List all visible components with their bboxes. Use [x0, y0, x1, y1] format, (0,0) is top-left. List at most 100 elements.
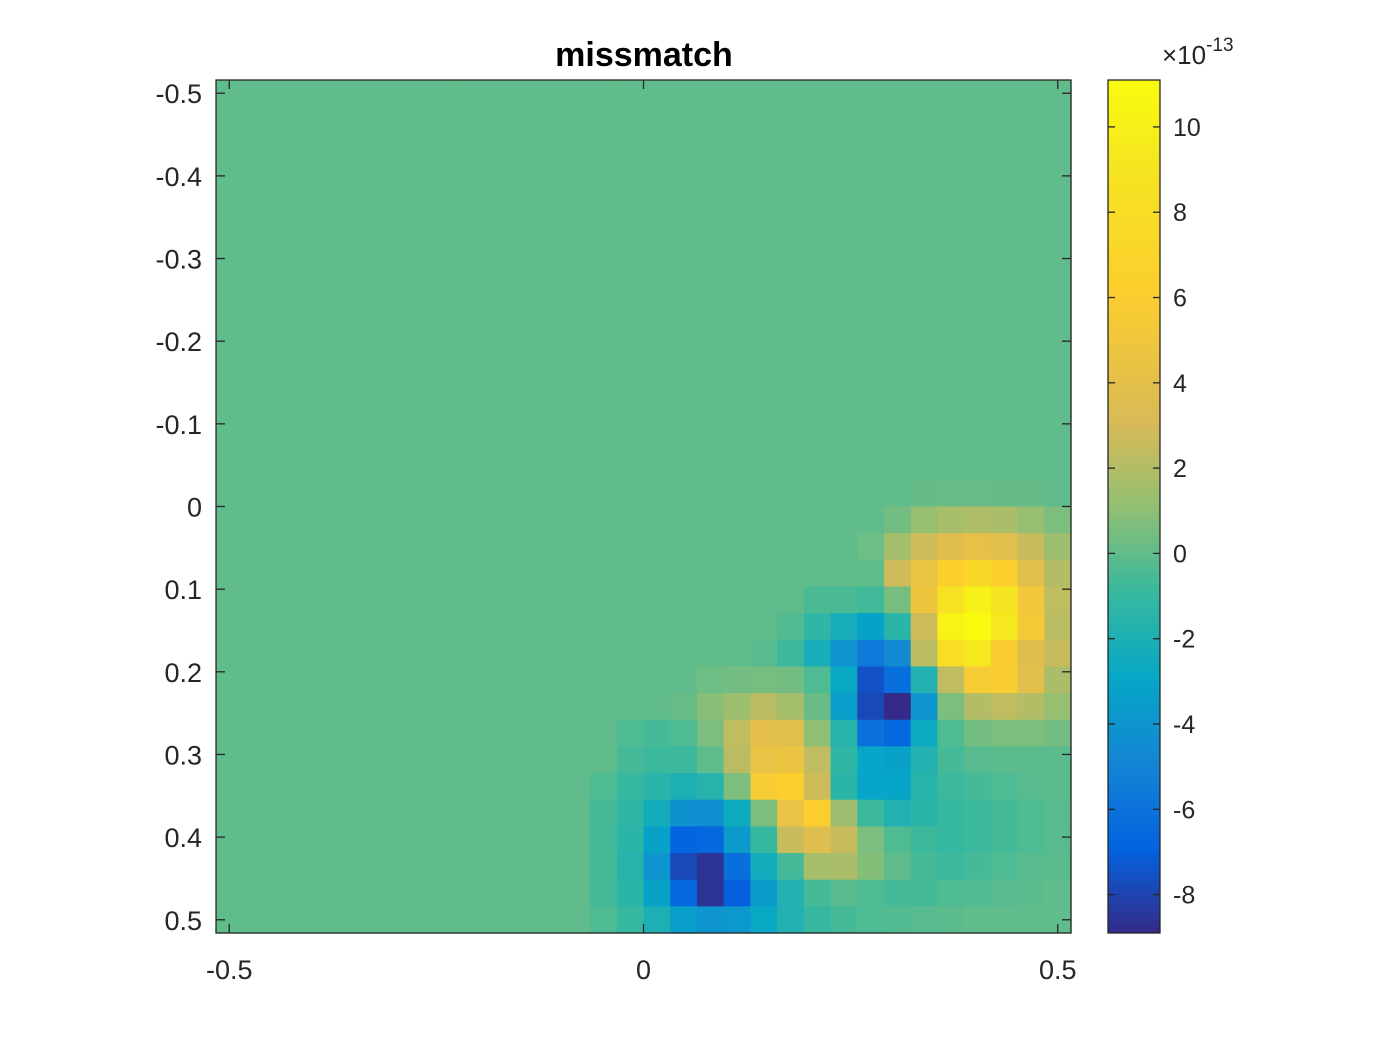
heatmap-cell: [216, 293, 244, 321]
heatmap-cell: [830, 826, 858, 854]
colorbar-segment: [1108, 316, 1160, 321]
heatmap-cell: [670, 159, 698, 188]
heatmap-cell: [670, 453, 698, 481]
heatmap-cell: [322, 666, 351, 694]
heatmap-cell: [777, 133, 805, 161]
heatmap-cell: [883, 693, 912, 721]
heatmap-cell: [883, 826, 912, 854]
heatmap-cell: [509, 639, 538, 668]
heatmap-cell: [483, 373, 511, 401]
heatmap-cell: [643, 186, 671, 214]
colorbar-segment: [1108, 153, 1160, 158]
heatmap-cell: [883, 213, 912, 241]
colorbar-segment: [1108, 273, 1160, 278]
heatmap-cell: [349, 159, 377, 188]
heatmap-cell: [750, 693, 778, 721]
heatmap-cell: [670, 479, 698, 508]
heatmap-cell: [937, 533, 965, 561]
heatmap-cell: [1017, 239, 1045, 268]
colorbar-segment: [1108, 376, 1160, 381]
heatmap-cell: [563, 453, 591, 481]
heatmap-cell: [349, 693, 377, 721]
heatmap-cell: [643, 426, 671, 454]
colorbar-segment: [1108, 613, 1160, 617]
heatmap-cell: [242, 693, 271, 721]
heatmap-cell: [777, 319, 805, 348]
heatmap-cell: [242, 133, 271, 161]
heatmap-cell: [750, 399, 778, 428]
colorbar-segment: [1108, 339, 1160, 344]
heatmap-cell: [803, 906, 832, 934]
heatmap-cell: [429, 559, 458, 588]
heatmap-cell: [242, 453, 271, 481]
heatmap-cell: [242, 826, 271, 854]
heatmap-cell: [803, 879, 832, 907]
heatmap-cell: [322, 533, 351, 561]
heatmap-cell: [563, 80, 591, 108]
heatmap-cell: [429, 373, 458, 401]
heatmap-cell: [403, 639, 431, 668]
heatmap-cell: [269, 133, 297, 161]
heatmap-cell: [590, 426, 618, 454]
colorbar-segment: [1108, 196, 1160, 201]
x-axis: -0.5 0 0.5: [206, 80, 1077, 985]
heatmap-cell: [910, 399, 939, 428]
heatmap-cell: [883, 239, 912, 268]
heatmap-cell: [803, 479, 832, 508]
heatmap-cell: [857, 666, 885, 694]
heatmap-cell: [937, 746, 965, 774]
heatmap-cell: [696, 346, 725, 374]
heatmap-cell: [643, 826, 671, 854]
heatmap-cell: [536, 559, 564, 588]
heatmap-cell: [857, 773, 885, 801]
heatmap-cell: [777, 106, 805, 134]
heatmap-cell: [857, 506, 885, 534]
heatmap-cell: [216, 693, 244, 721]
heatmap-cell: [857, 853, 885, 881]
heatmap-cell: [429, 639, 458, 668]
heatmap-cell: [563, 853, 591, 881]
heatmap-cell: [536, 853, 564, 881]
colorbar-segment: [1108, 689, 1160, 694]
heatmap-cell: [1017, 853, 1045, 881]
heatmap-cell: [296, 80, 324, 108]
colorbar-segment: [1108, 549, 1160, 554]
heatmap-cell: [857, 586, 885, 614]
heatmap-cell: [483, 559, 511, 588]
heatmap-cell: [376, 613, 404, 641]
heatmap-cell: [696, 559, 725, 588]
heatmap-cell: [830, 666, 858, 694]
heatmap-cell: [483, 506, 511, 534]
heatmap-cell: [643, 559, 671, 588]
heatmap-cell: [616, 133, 645, 161]
colorbar-segment: [1108, 86, 1160, 91]
colorbar-segment: [1108, 806, 1160, 811]
heatmap-cell: [964, 693, 992, 721]
colorbar-segment: [1108, 826, 1160, 831]
heatmap-cell: [830, 533, 858, 561]
heatmap-cell: [269, 266, 297, 294]
heatmap-cell: [269, 639, 297, 668]
colorbar-segment: [1108, 203, 1160, 208]
heatmap-cell: [696, 266, 725, 294]
heatmap-cell: [670, 693, 698, 721]
colorbar-segment: [1108, 386, 1160, 391]
colorbar-segment: [1108, 709, 1160, 714]
colorbar-segment: [1108, 343, 1160, 348]
colorbar-segment: [1108, 326, 1160, 331]
colorbar-segment: [1108, 729, 1160, 734]
heatmap-cell: [242, 773, 271, 801]
heatmap-cell: [429, 613, 458, 641]
heatmap-cell: [616, 293, 645, 321]
colorbar-segment: [1108, 556, 1160, 561]
heatmap-cell: [723, 773, 751, 801]
heatmap-cell: [964, 773, 992, 801]
heatmap-cell: [670, 319, 698, 348]
heatmap-cell: [990, 906, 1019, 934]
heatmap-cell: [643, 746, 671, 774]
heatmap-cell: [403, 319, 431, 348]
heatmap-cell: [883, 373, 912, 401]
heatmap-cell: [723, 879, 751, 907]
heatmap-cell: [643, 773, 671, 801]
heatmap-cell: [590, 853, 618, 881]
